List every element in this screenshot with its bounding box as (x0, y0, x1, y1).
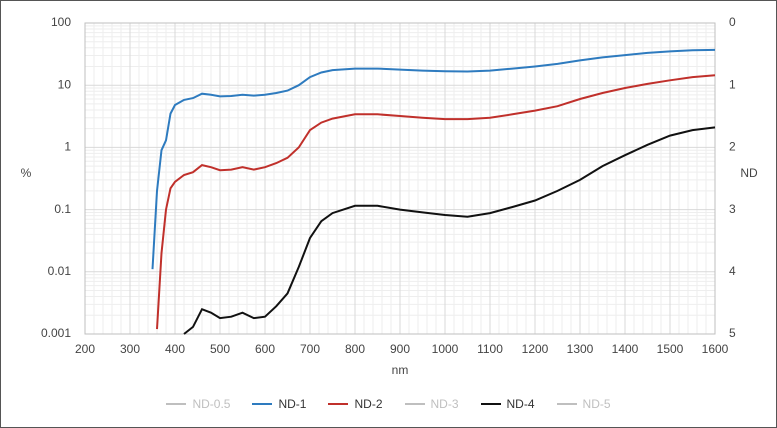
series-line (151, 48, 716, 270)
legend-item[interactable]: ND-2 (328, 397, 383, 411)
y-tick-label: 0.01 (48, 264, 72, 278)
y-tick-label: 0.1 (54, 202, 71, 216)
x-tick-label: 1100 (477, 342, 503, 356)
y-tick-label: 100 (51, 15, 71, 29)
legend-swatch (556, 403, 577, 405)
x-tick-label: 500 (210, 342, 230, 356)
y2-tick-label: 0 (729, 15, 736, 29)
x-axis-label: nm (392, 363, 409, 377)
legend-label: ND-1 (278, 397, 307, 411)
legend-swatch (404, 403, 425, 405)
legend-label: ND-3 (430, 397, 459, 411)
y2-tick-label: 3 (729, 202, 736, 216)
x-tick-label: 800 (345, 342, 365, 356)
x-tick-label: 1300 (567, 342, 594, 356)
x-tick-label: 200 (75, 342, 95, 356)
y2-tick-label: 2 (729, 140, 736, 154)
y-axis-label: % (21, 166, 32, 180)
x-tick-label: 1600 (702, 342, 729, 356)
y2-tick-label: 5 (729, 326, 736, 340)
y2-axis-label: ND (740, 166, 758, 180)
x-tick-label: 900 (390, 342, 410, 356)
y-tick-label: 0.001 (41, 326, 71, 340)
legend-item[interactable]: ND-5 (556, 397, 611, 411)
y2-tick-label: 1 (729, 77, 736, 91)
legend-swatch (166, 403, 187, 405)
legend-label: ND-5 (582, 397, 611, 411)
series-line (156, 74, 716, 330)
x-tick-label: 300 (120, 342, 140, 356)
x-tick-label: 400 (165, 342, 185, 356)
legend-item[interactable]: ND-0.5 (166, 397, 230, 411)
y-tick-label: 10 (58, 77, 72, 91)
legend-label: ND-2 (354, 397, 383, 411)
y2-tick-label: 4 (729, 264, 736, 278)
series-line (183, 126, 716, 335)
y-tick-label: 1 (64, 140, 71, 154)
chart: % ND nm 200 300 400 500 600 700 800 900 1000 1100… (21, 15, 758, 377)
x-tick-label: 600 (255, 342, 275, 356)
legend-swatch (252, 403, 273, 405)
x-tick-label: 1000 (432, 342, 459, 356)
plot-border (84, 22, 716, 335)
legend-item[interactable]: ND-1 (252, 397, 306, 411)
legend-label: ND-4 (506, 397, 535, 411)
legend-label: ND-0.5 (192, 397, 231, 411)
legend-swatch (480, 403, 501, 405)
x-tick-label: 1500 (657, 342, 684, 356)
x-tick-label: 1400 (612, 342, 639, 356)
legend-swatch (328, 403, 349, 405)
legend-item[interactable]: ND-4 (480, 397, 535, 411)
legend: ND-0.5 ND-1 ND-2 ND-3 ND-4 ND-5 (1, 397, 776, 411)
x-tick-label: 700 (300, 342, 320, 356)
legend-item[interactable]: ND-3 (404, 397, 459, 411)
x-tick-label: 1200 (522, 342, 549, 356)
